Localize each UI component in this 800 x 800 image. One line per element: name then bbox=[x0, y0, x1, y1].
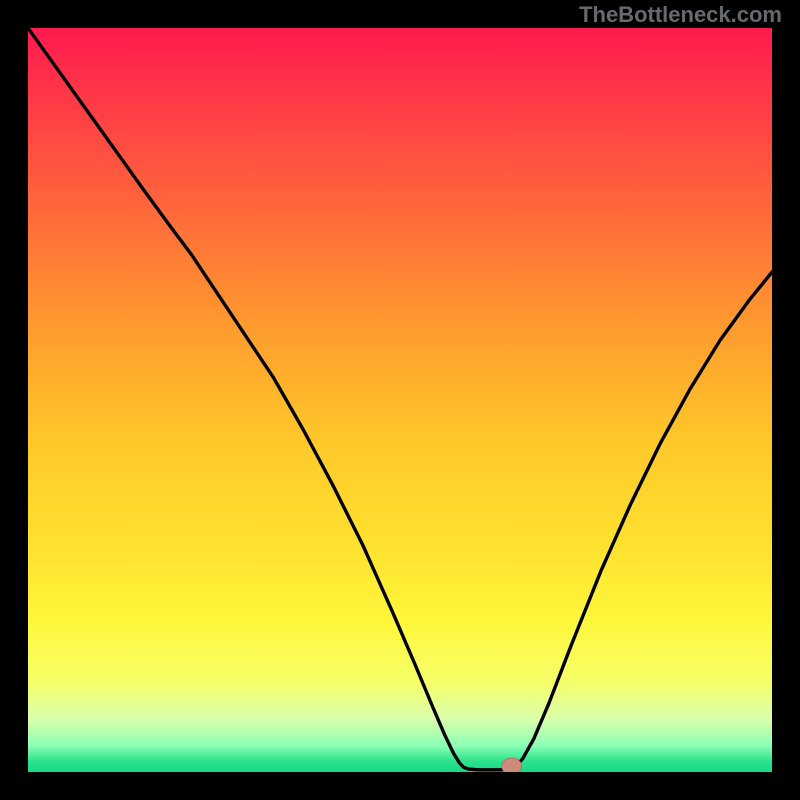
bottleneck-chart-svg bbox=[28, 28, 772, 772]
watermark-label: TheBottleneck.com bbox=[579, 2, 782, 28]
optimal-point-marker bbox=[502, 758, 522, 772]
plot-area bbox=[28, 28, 772, 772]
gradient-background bbox=[28, 28, 772, 772]
chart-frame: TheBottleneck.com bbox=[0, 0, 800, 800]
